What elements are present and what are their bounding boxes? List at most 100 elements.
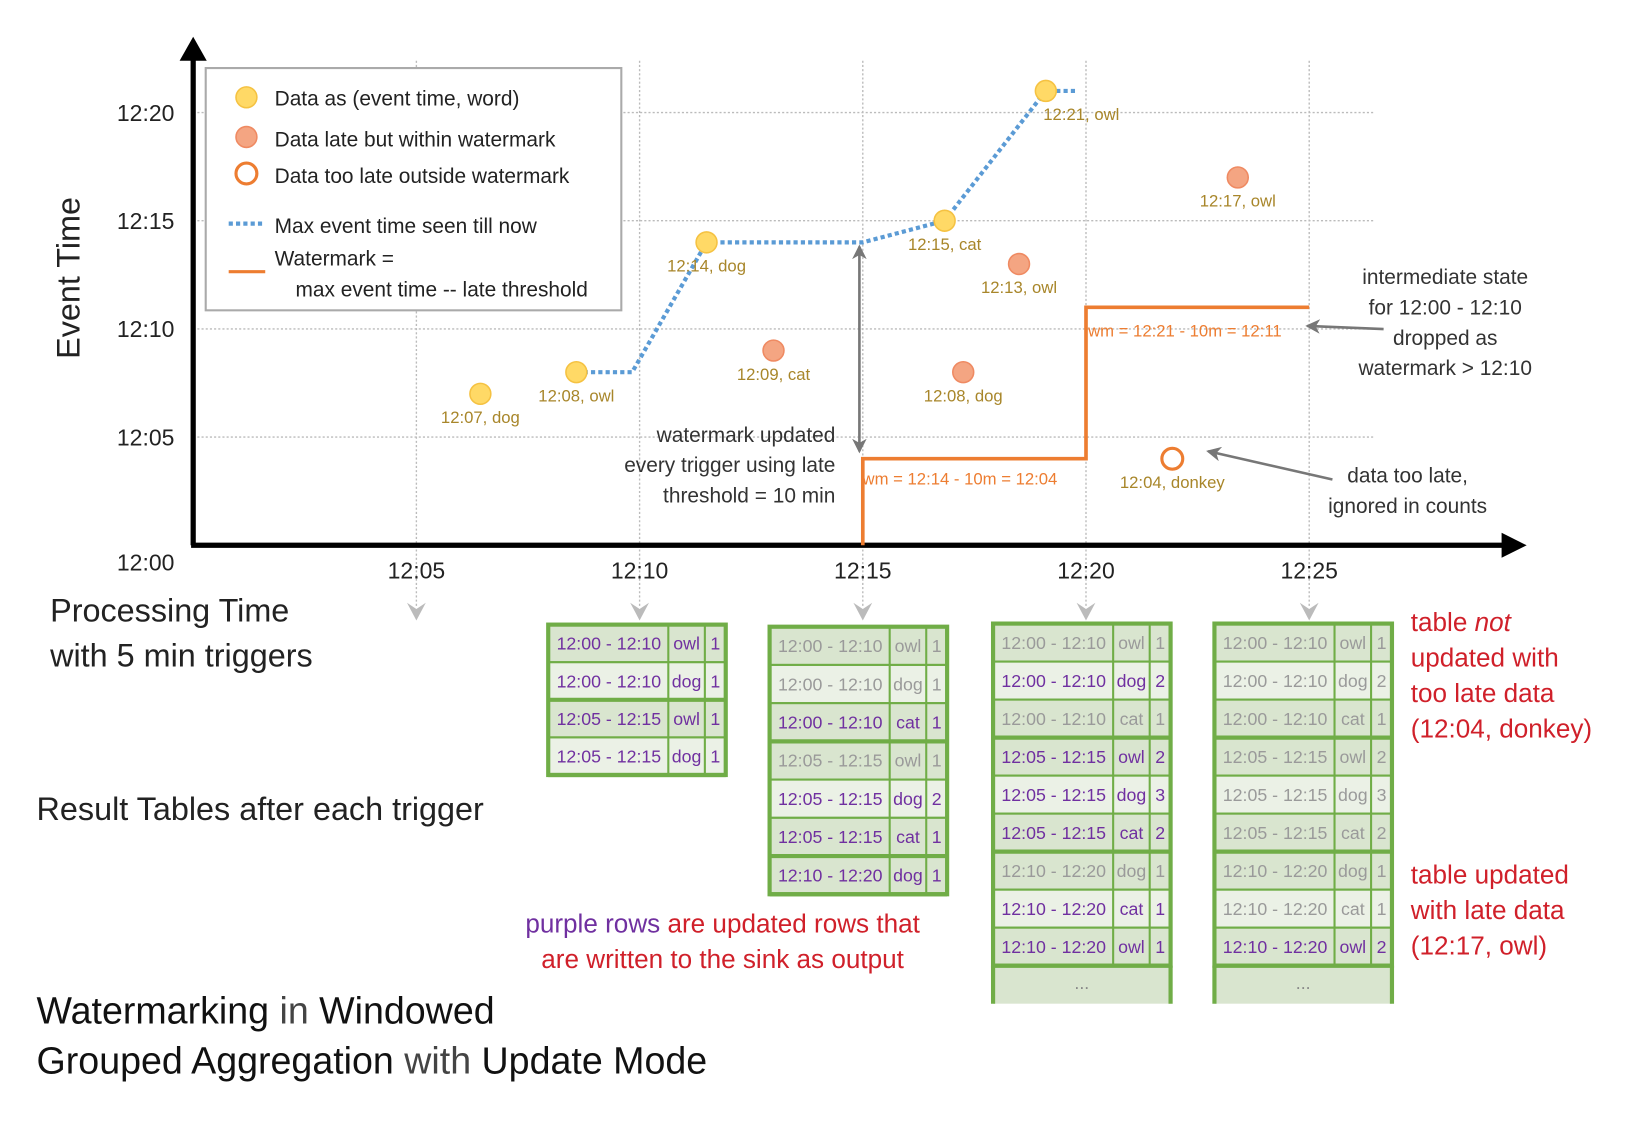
trigger-arrow-icon <box>630 602 649 621</box>
trigger-arrow-icon <box>1299 602 1319 621</box>
window-cell: 12:10 - 12:20 <box>1223 937 1328 957</box>
word-cell: owl <box>895 751 922 771</box>
title-line-2: Grouped Aggregation with Update Mode <box>37 1040 708 1082</box>
data-point-label: 12:04, donkey <box>1120 473 1225 492</box>
table-row: 12:05 - 12:15 dog 3 <box>1213 774 1394 815</box>
x-axis-label-line1: Processing Time <box>50 592 289 628</box>
data-point-label: 12:15, cat <box>908 235 982 254</box>
window-cell: 12:00 - 12:10 <box>1223 633 1328 653</box>
watermark-line <box>860 305 1310 546</box>
window-cell: 12:10 - 12:20 <box>1001 899 1106 919</box>
legend: Data as (event time, word) Data late but… <box>204 67 623 312</box>
word-cell: owl <box>895 636 922 656</box>
intermediate-state-note-2: for 12:00 - 12:10 <box>1369 296 1522 319</box>
not-updated-note-1: table not <box>1411 607 1513 637</box>
word-cell: cat <box>896 713 920 733</box>
result-tables: 12:00 - 12:10 owl 1 12:00 - 12:10 dog 1 12:05 … <box>546 621 1395 1004</box>
intermediate-state-note-1: intermediate state <box>1362 266 1528 289</box>
axes: Event Time Processing Time with 5 min tr… <box>49 36 1527 673</box>
x-tick-label: 12:05 <box>388 558 445 584</box>
data-point-late <box>1007 252 1031 276</box>
legend-on-time-label: Data as (event time, word) <box>275 88 520 111</box>
x-axis-arrow-icon <box>1501 532 1527 558</box>
title-segment: Watermarking <box>37 990 269 1032</box>
word-cell: owl <box>1118 747 1145 767</box>
watermark-updated-note-2: every trigger using late <box>624 454 835 477</box>
result-table: 12:00 - 12:10 owl 112:00 - 12:10 dog 212:00 … <box>1212 621 1395 1004</box>
count-cell: 1 <box>710 634 720 654</box>
row-background <box>992 812 1172 853</box>
count-cell: 1 <box>1377 709 1387 729</box>
count-cell: 1 <box>1155 709 1165 729</box>
data-point-label: 12:14, dog <box>667 257 746 276</box>
word-cell: owl <box>673 634 700 654</box>
title-segment: Update Mode <box>482 1040 708 1082</box>
result-table: 12:00 - 12:10 owl 112:00 - 12:10 dog 112:05 … <box>546 622 728 778</box>
count-cell: 1 <box>932 751 942 771</box>
legend-late-label: Data late but within watermark <box>275 128 556 151</box>
annotations: watermark updated every trigger using la… <box>624 244 1532 518</box>
legend-max-line-label: Max event time seen till now <box>275 215 538 238</box>
updated-note-1: table updated <box>1411 860 1569 890</box>
data-point-label: 12:08, dog <box>924 386 1003 405</box>
word-cell: cat <box>1120 823 1144 843</box>
table-row: 12:05 - 12:15 dog 2 <box>768 778 949 819</box>
table-row: 12:00 - 12:10 owl 1 <box>1213 622 1394 663</box>
table-row: 12:00 - 12:10 cat 1 <box>1213 698 1394 739</box>
count-cell: 2 <box>1377 937 1387 957</box>
count-cell: 1 <box>710 671 720 691</box>
legend-too-late-icon <box>234 161 259 186</box>
table-row: 12:00 - 12:10 owl 1 <box>547 623 727 664</box>
table-row: 12:00 - 12:10 dog 2 <box>1213 660 1394 701</box>
count-cell: 1 <box>1155 633 1165 653</box>
window-cell: 12:05 - 12:15 <box>1001 747 1106 767</box>
table-row: 12:10 - 12:20 owl 1 <box>992 926 1172 967</box>
data-point-late <box>762 339 785 362</box>
count-cell: 3 <box>1377 785 1387 805</box>
title-segment: Windowed <box>319 990 494 1032</box>
not-updated-note-4: (12:04, donkey) <box>1411 713 1592 743</box>
legend-too-late-label: Data too late outside watermark <box>275 165 570 188</box>
word-cell: owl <box>673 709 700 729</box>
count-cell: 2 <box>1377 823 1387 843</box>
table-row: 12:05 - 12:15 owl 2 <box>1213 736 1394 777</box>
word-cell: dog <box>1338 861 1368 881</box>
word-cell: cat <box>896 827 920 847</box>
trigger-arrow-icon <box>406 602 426 621</box>
data-point-too-late <box>1160 446 1185 471</box>
title-line-1: Watermarking in Windowed <box>37 990 495 1032</box>
watermark-label-2: wm = 12:21 - 10m = 12:11 <box>1087 321 1282 340</box>
result-table: 12:00 - 12:10 owl 112:00 - 12:10 dog 212:00 … <box>990 621 1173 1004</box>
word-cell: dog <box>893 789 923 809</box>
table-row: 12:05 - 12:15 owl 1 <box>547 698 727 739</box>
word-cell: owl <box>1339 633 1366 653</box>
data-too-late-note-2: ignored in counts <box>1328 495 1487 518</box>
legend-box <box>204 67 623 312</box>
legend-watermark-label-2: max event time -- late threshold <box>296 279 588 302</box>
window-cell: 12:00 - 12:10 <box>1223 671 1328 691</box>
table-row: 12:10 - 12:20 dog 1 <box>992 850 1172 891</box>
row-background <box>1213 850 1394 891</box>
table-row: 12:05 - 12:15 dog 1 <box>547 736 727 777</box>
table-row: 12:10 - 12:20 cat 1 <box>1213 888 1394 929</box>
count-cell: 1 <box>1377 899 1387 919</box>
window-cell: 12:00 - 12:10 <box>778 674 883 694</box>
data-point-late <box>1226 166 1250 189</box>
intermediate-state-arrow <box>1305 319 1384 334</box>
data-too-late-note-1: data too late, <box>1347 465 1468 488</box>
word-cell: dog <box>893 674 923 694</box>
table-row: 12:05 - 12:15 cat 2 <box>1213 812 1394 853</box>
count-cell: 1 <box>1155 861 1165 881</box>
data-point-label: 12:09, cat <box>737 365 811 384</box>
window-cell: 12:00 - 12:10 <box>1001 709 1106 729</box>
data-point-late <box>952 360 975 384</box>
count-cell: 1 <box>932 713 942 733</box>
window-cell: 12:10 - 12:20 <box>1223 861 1328 881</box>
word-cell: cat <box>1341 823 1365 843</box>
row-background <box>992 888 1172 929</box>
count-cell: 1 <box>710 709 720 729</box>
ellipsis-text: ... <box>1074 973 1089 993</box>
legend-late-icon <box>235 125 258 149</box>
title-segment: Grouped Aggregation <box>37 1040 394 1082</box>
